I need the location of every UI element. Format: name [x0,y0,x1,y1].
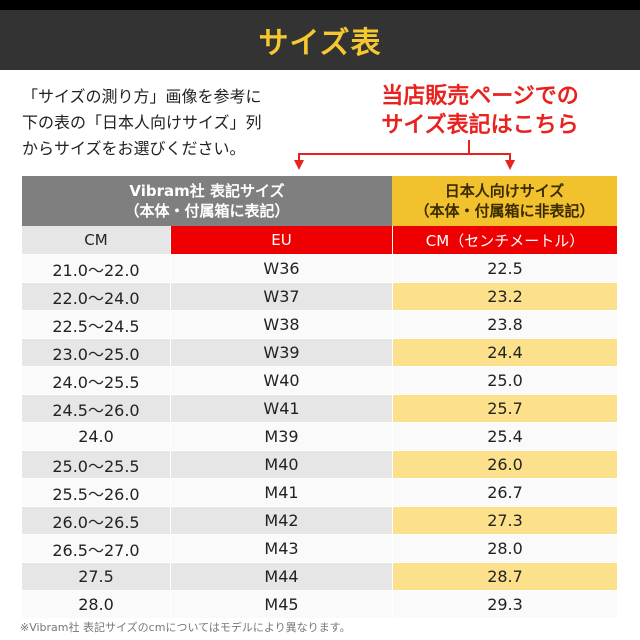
arrow-down-icon [505,160,515,170]
cell-eu: W36 [170,254,392,282]
japanese-size-header: 日本人向けサイズ （本体・付属箱に非表記） [392,176,617,226]
callout-text: 当店販売ページでの サイズ表記はこちら [330,82,630,140]
cell-vibram-cm: 27.5 [22,562,170,590]
table-row: 26.5～27.0 M43 28.0 [22,534,617,562]
connector-left-drop [298,153,300,161]
cell-jp-cm: 26.7 [392,478,617,506]
cell-jp-cm: 26.0 [392,450,617,478]
table-row: 28.0 M45 29.3 [22,590,617,618]
column-header-jp-cm: CM（センチメートル） [392,226,617,254]
intro-line: からサイズをお選びください。 [22,139,246,158]
cell-jp-cm: 25.0 [392,366,617,394]
column-header-cm: CM [22,226,170,254]
cell-eu: M42 [170,506,392,534]
cell-eu: M40 [170,450,392,478]
group-header-row: Vibram社 表記サイズ （本体・付属箱に表記） 日本人向けサイズ （本体・付… [22,176,617,226]
top-bar [0,0,640,10]
table-row: 26.0～26.5 M42 27.3 [22,506,617,534]
table-body: 21.0～22.0 W36 22.5 22.0～24.0 W37 23.2 22.5～24.… [22,254,617,618]
cell-jp-cm: 23.8 [392,310,617,338]
table-row: 27.5 M44 28.7 [22,562,617,590]
cell-eu: W41 [170,394,392,422]
table-row: 22.0～24.0 W37 23.2 [22,282,617,310]
cell-jp-cm: 27.3 [392,506,617,534]
cell-vibram-cm: 22.5～24.5 [22,310,170,338]
arrow-down-icon [294,160,304,170]
cell-eu: M44 [170,562,392,590]
japanese-header-line2: （本体・付属箱に非表記） [414,202,595,220]
intro-text: 「サイズの測り方」画像を参考に 下の表の「日本人向けサイズ」列 からサイズをお選… [22,84,302,162]
cell-vibram-cm: 26.5～27.0 [22,534,170,562]
cell-eu: W40 [170,366,392,394]
cell-eu: M39 [170,422,392,450]
footnote: ※Vibram社 表記サイズのcmについてはモデルにより異なります。 [20,621,351,634]
cell-vibram-cm: 26.0～26.5 [22,506,170,534]
japanese-header-line1: 日本人向けサイズ [444,182,565,200]
vibram-size-header: Vibram社 表記サイズ （本体・付属箱に表記） [22,176,392,226]
column-header-row: CM EU CM（センチメートル） [22,226,617,254]
table-row: 25.5～26.0 M41 26.7 [22,478,617,506]
cell-jp-cm: 23.2 [392,282,617,310]
cell-eu: M45 [170,590,392,618]
size-table: Vibram社 表記サイズ （本体・付属箱に表記） 日本人向けサイズ （本体・付… [22,176,617,618]
vibram-header-line1: Vibram社 表記サイズ [129,182,285,200]
cell-vibram-cm: 24.0～25.5 [22,366,170,394]
table-row: 24.5～26.0 W41 25.7 [22,394,617,422]
connector-right-drop [509,153,511,161]
page-title: サイズ表 [258,26,382,61]
vibram-header-line2: （本体・付属箱に表記） [124,202,290,220]
column-header-eu: EU [170,226,392,254]
cell-vibram-cm: 25.0～25.5 [22,450,170,478]
table-row: 25.0～25.5 M40 26.0 [22,450,617,478]
cell-vibram-cm: 24.5～26.0 [22,394,170,422]
cell-eu: W39 [170,338,392,366]
cell-eu: W37 [170,282,392,310]
intro-line: 「サイズの測り方」画像を参考に [22,87,262,106]
cell-jp-cm: 28.7 [392,562,617,590]
page-header: サイズ表 [0,10,640,70]
cell-vibram-cm: 23.0～25.0 [22,338,170,366]
table-row: 24.0 M39 25.4 [22,422,617,450]
table-row: 22.5～24.5 W38 23.8 [22,310,617,338]
cell-jp-cm: 24.4 [392,338,617,366]
cell-vibram-cm: 25.5～26.0 [22,478,170,506]
intro-line: 下の表の「日本人向けサイズ」列 [22,113,262,132]
cell-vibram-cm: 21.0～22.0 [22,254,170,282]
cell-jp-cm: 28.0 [392,534,617,562]
cell-eu: W38 [170,310,392,338]
callout-line: 当店販売ページでの [381,84,579,109]
cell-vibram-cm: 24.0 [22,422,170,450]
table-row: 24.0～25.5 W40 25.0 [22,366,617,394]
cell-vibram-cm: 22.0～24.0 [22,282,170,310]
connector-bar [298,153,510,155]
cell-eu: M43 [170,534,392,562]
cell-eu: M41 [170,478,392,506]
cell-vibram-cm: 28.0 [22,590,170,618]
connector-stem [468,140,470,154]
cell-jp-cm: 29.3 [392,590,617,618]
table-row: 23.0～25.0 W39 24.4 [22,338,617,366]
callout-line: サイズ表記はこちら [381,113,579,138]
cell-jp-cm: 25.7 [392,394,617,422]
cell-jp-cm: 25.4 [392,422,617,450]
table-row: 21.0～22.0 W36 22.5 [22,254,617,282]
cell-jp-cm: 22.5 [392,254,617,282]
